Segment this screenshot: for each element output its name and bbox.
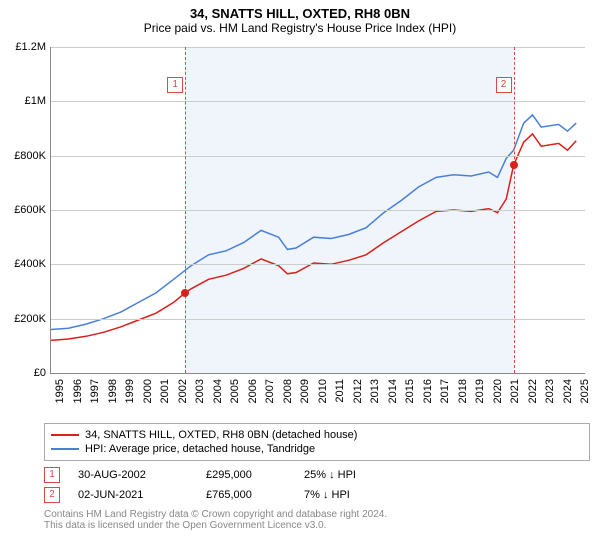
x-tick-label: 2008 <box>282 379 294 403</box>
x-tick-label: 2003 <box>194 379 206 403</box>
gridline <box>51 47 585 48</box>
x-tick-label: 1997 <box>89 379 101 403</box>
legend-swatch <box>51 448 79 450</box>
x-tick-label: 2009 <box>299 379 311 403</box>
x-tick-label: 2002 <box>177 379 189 403</box>
x-tick-label: 2007 <box>264 379 276 403</box>
gridline <box>51 319 585 320</box>
legend-swatch <box>51 434 79 436</box>
x-tick-label: 2023 <box>544 379 556 403</box>
x-tick-label: 2011 <box>334 379 346 403</box>
x-tick-label: 2024 <box>562 379 574 403</box>
x-tick-label: 2015 <box>404 379 416 403</box>
footer-line2: This data is licensed under the Open Gov… <box>44 520 590 531</box>
chart-area: £0£200K£400K£600K£800K£1M£1.2M 12 199519… <box>6 39 592 419</box>
x-tick-label: 2006 <box>247 379 259 403</box>
plot-area: 12 <box>50 47 585 374</box>
y-tick-label: £600K <box>14 204 46 216</box>
x-tick-label: 2017 <box>439 379 451 403</box>
x-tick-label: 1996 <box>72 379 84 403</box>
x-tick-label: 2001 <box>159 379 171 403</box>
x-tick-label: 1998 <box>107 379 119 403</box>
y-tick-label: £800K <box>14 150 46 162</box>
sale-diff: 25% ↓ HPI <box>304 469 356 481</box>
y-tick-label: £200K <box>14 313 46 325</box>
x-tick-label: 2004 <box>212 379 224 403</box>
x-axis-labels: 1995 1996 1997 1998 1999 2000 2001 2002 2003 2004… <box>50 377 584 417</box>
sale-marker-box: 1 <box>167 77 183 93</box>
chart-subtitle: Price paid vs. HM Land Registry's House … <box>0 21 600 39</box>
gridline <box>51 156 585 157</box>
y-tick-label: £0 <box>34 367 46 379</box>
sale-price: £765,000 <box>206 489 286 501</box>
x-tick-label: 2022 <box>527 379 539 403</box>
sale-point <box>510 161 518 169</box>
y-tick-label: £400K <box>14 258 46 270</box>
chart-container: 34, SNATTS HILL, OXTED, RH8 0BN Price pa… <box>0 0 600 531</box>
x-tick-label: 2020 <box>492 379 504 403</box>
gridline <box>51 101 585 102</box>
y-axis-labels: £0 £200K £400K £600K £800K £1M £1.2M <box>6 39 48 419</box>
x-tick-label: 2016 <box>422 379 434 403</box>
x-tick-label: 2010 <box>317 379 329 403</box>
sale-diff: 7% ↓ HPI <box>304 489 350 501</box>
x-tick-label: 2012 <box>352 379 364 403</box>
sale-number-box: 1 <box>44 467 60 483</box>
sales-table: 1 30-AUG-2002 £295,000 25% ↓ HPI 2 02-JUN-202… <box>44 465 590 505</box>
gridline <box>51 210 585 211</box>
sale-point <box>181 289 189 297</box>
sale-date: 02-JUN-2021 <box>78 489 188 501</box>
sale-number-box: 2 <box>44 487 60 503</box>
series-hpi <box>51 115 576 330</box>
legend-label: HPI: Average price, detached house, Tand… <box>85 443 315 455</box>
sale-line <box>185 47 186 373</box>
sale-row: 1 30-AUG-2002 £295,000 25% ↓ HPI <box>44 465 590 485</box>
x-tick-label: 2014 <box>387 379 399 403</box>
gridline <box>51 264 585 265</box>
sale-row: 2 02-JUN-2021 £765,000 7% ↓ HPI <box>44 485 590 505</box>
chart-title: 34, SNATTS HILL, OXTED, RH8 0BN <box>0 0 600 21</box>
x-tick-label: 2025 <box>579 379 591 403</box>
legend: 34, SNATTS HILL, OXTED, RH8 0BN (detache… <box>44 423 590 461</box>
sale-date: 30-AUG-2002 <box>78 469 188 481</box>
sale-line <box>514 47 515 373</box>
x-tick-label: 2005 <box>229 379 241 403</box>
y-tick-label: £1.2M <box>15 41 46 53</box>
x-tick-label: 2019 <box>474 379 486 403</box>
x-tick-label: 1995 <box>54 379 66 403</box>
footer-line1: Contains HM Land Registry data © Crown c… <box>44 509 590 520</box>
x-tick-label: 2018 <box>457 379 469 403</box>
x-tick-label: 2021 <box>509 379 521 403</box>
sale-price: £295,000 <box>206 469 286 481</box>
legend-item: HPI: Average price, detached house, Tand… <box>51 442 583 456</box>
x-tick-label: 2000 <box>142 379 154 403</box>
y-tick-label: £1M <box>25 95 46 107</box>
x-tick-label: 2013 <box>369 379 381 403</box>
sale-marker-box: 2 <box>496 77 512 93</box>
footer-attribution: Contains HM Land Registry data © Crown c… <box>44 509 590 531</box>
legend-item: 34, SNATTS HILL, OXTED, RH8 0BN (detache… <box>51 428 583 442</box>
x-tick-label: 1999 <box>124 379 136 403</box>
legend-label: 34, SNATTS HILL, OXTED, RH8 0BN (detache… <box>85 429 357 441</box>
